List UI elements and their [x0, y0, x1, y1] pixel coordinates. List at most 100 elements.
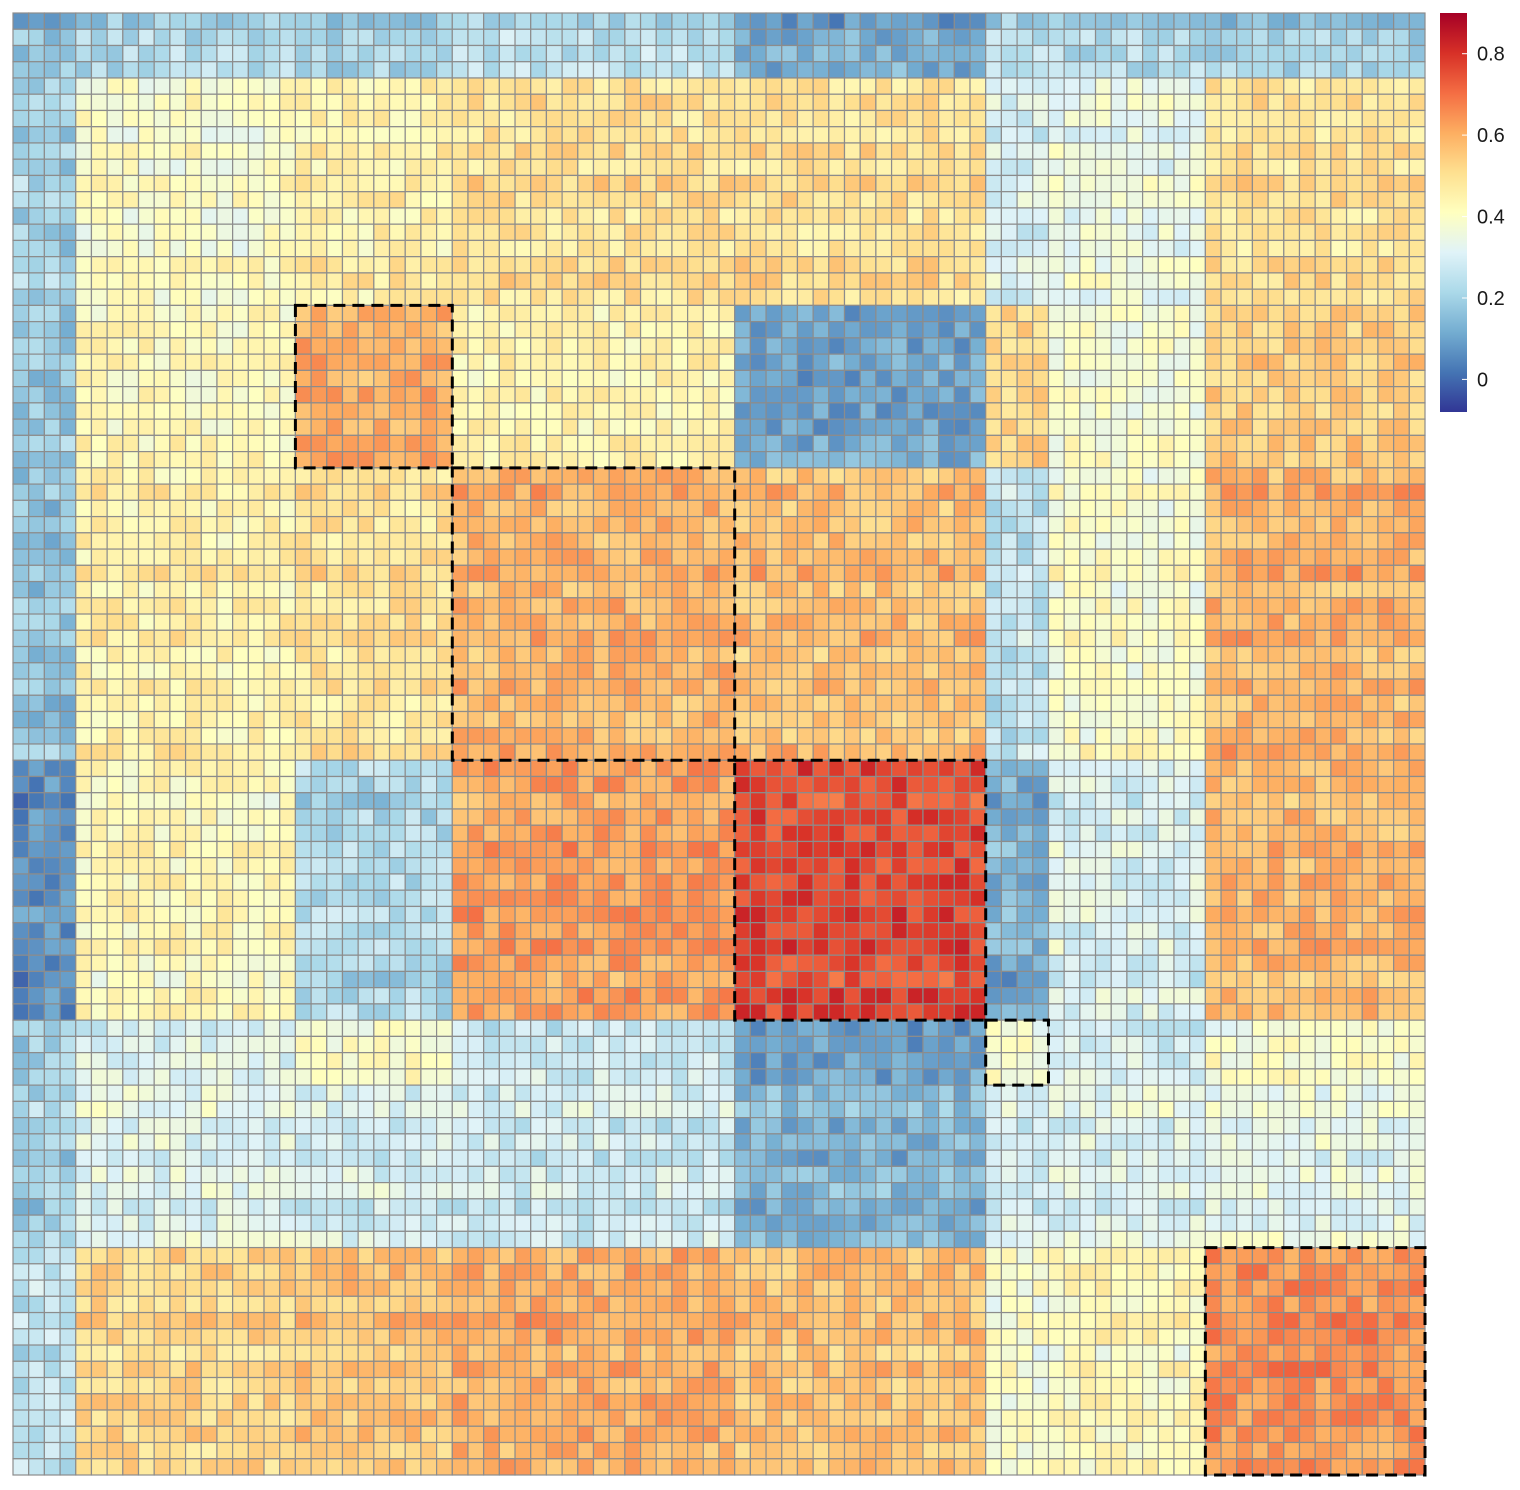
heatmap-cell	[200, 174, 218, 193]
heatmap-cell	[906, 759, 924, 778]
heatmap-cell	[1110, 889, 1128, 908]
heatmap-cell	[608, 483, 626, 501]
heatmap-cell	[1251, 840, 1269, 859]
heatmap-cell	[906, 369, 924, 388]
heatmap-cell	[279, 304, 296, 323]
heatmap-cell	[279, 12, 296, 30]
heatmap-cell	[404, 483, 422, 501]
heatmap-cell	[294, 28, 312, 47]
heatmap-cell	[687, 548, 704, 566]
heatmap-cell	[1377, 386, 1395, 404]
heatmap-cell	[1063, 402, 1081, 420]
heatmap-cell	[671, 905, 689, 924]
heatmap-cell	[28, 109, 45, 128]
heatmap-cell	[75, 126, 93, 144]
heatmap-cell	[247, 337, 265, 355]
heatmap-cell	[200, 337, 218, 355]
heatmap-cell	[734, 727, 751, 745]
heatmap-cell	[247, 857, 265, 875]
heatmap-cell	[153, 109, 171, 128]
heatmap-cell	[1032, 223, 1050, 242]
heatmap-cell	[310, 775, 328, 794]
heatmap-cell	[1126, 207, 1144, 225]
heatmap-cell	[1141, 743, 1159, 761]
heatmap-cell	[1251, 629, 1269, 648]
heatmap-cell	[765, 353, 783, 371]
heatmap-cell	[1047, 28, 1065, 47]
heatmap-cell	[796, 678, 814, 696]
heatmap-cell	[1173, 418, 1191, 436]
heatmap-cell	[106, 451, 124, 469]
heatmap-cell	[1251, 597, 1269, 615]
heatmap-cell	[90, 28, 108, 47]
heatmap-cell	[122, 207, 140, 225]
heatmap-cell	[890, 532, 908, 550]
heatmap-cell	[1361, 223, 1379, 242]
heatmap-cell	[467, 792, 485, 810]
heatmap-cell	[1220, 61, 1238, 79]
heatmap-cell	[373, 337, 391, 355]
heatmap-cell	[498, 678, 516, 696]
heatmap-cell	[1110, 288, 1128, 307]
heatmap-cell	[137, 77, 155, 95]
heatmap-cell	[545, 694, 563, 713]
heatmap-cell	[137, 451, 155, 469]
heatmap-cell	[1345, 142, 1363, 160]
heatmap-cell	[153, 93, 171, 112]
heatmap-cell	[1314, 126, 1332, 144]
heatmap-cell	[1126, 191, 1144, 209]
heatmap-cell	[90, 126, 108, 144]
heatmap-cell	[59, 532, 77, 550]
heatmap-cell	[906, 223, 924, 242]
heatmap-cell	[953, 109, 971, 128]
heatmap-cell	[1079, 44, 1097, 63]
heatmap-cell	[875, 710, 893, 729]
heatmap-cell	[1314, 759, 1332, 778]
heatmap-cell	[153, 678, 171, 696]
heatmap-cell	[75, 792, 93, 810]
heatmap-cell	[59, 499, 77, 518]
heatmap-cell	[1063, 321, 1081, 339]
heatmap-cell	[890, 337, 908, 355]
heatmap-cell	[922, 499, 940, 518]
heatmap-cell	[263, 727, 281, 745]
heatmap-cell	[1267, 174, 1285, 193]
heatmap-cell	[90, 743, 108, 761]
heatmap-cell	[137, 678, 155, 696]
heatmap-cell	[1032, 12, 1050, 30]
heatmap-cell	[1016, 369, 1034, 388]
heatmap-cell	[122, 629, 140, 648]
heatmap-cell	[388, 353, 406, 371]
heatmap-cell	[388, 597, 406, 615]
heatmap-cell	[75, 629, 93, 648]
heatmap-cell	[106, 44, 124, 63]
heatmap-cell	[592, 272, 610, 290]
heatmap-cell	[514, 759, 532, 778]
heatmap-cell	[890, 109, 908, 128]
heatmap-cell	[812, 288, 830, 307]
heatmap-cell	[294, 44, 312, 63]
heatmap-cell	[404, 272, 422, 290]
heatmap-cell	[326, 386, 344, 404]
heatmap-cell	[1251, 467, 1269, 485]
heatmap-cell	[1236, 418, 1254, 436]
heatmap-cell	[781, 467, 799, 485]
heatmap-cell	[828, 77, 846, 95]
heatmap-cell	[436, 142, 453, 160]
heatmap-cell	[561, 77, 579, 95]
heatmap-cell	[59, 12, 77, 30]
heatmap-cell	[1345, 792, 1363, 810]
heatmap-cell	[341, 353, 359, 371]
heatmap-cell	[1079, 759, 1097, 778]
heatmap-cell	[153, 402, 171, 420]
heatmap-cell	[938, 434, 955, 453]
heatmap-cell	[969, 239, 987, 258]
heatmap-cell	[985, 857, 1003, 875]
heatmap-cell	[843, 824, 861, 843]
heatmap-cell	[404, 77, 422, 95]
heatmap-cell	[577, 304, 595, 323]
heatmap-cell	[436, 12, 453, 30]
heatmap-cell	[592, 321, 610, 339]
heatmap-cell	[734, 792, 751, 810]
heatmap-cell	[1361, 191, 1379, 209]
